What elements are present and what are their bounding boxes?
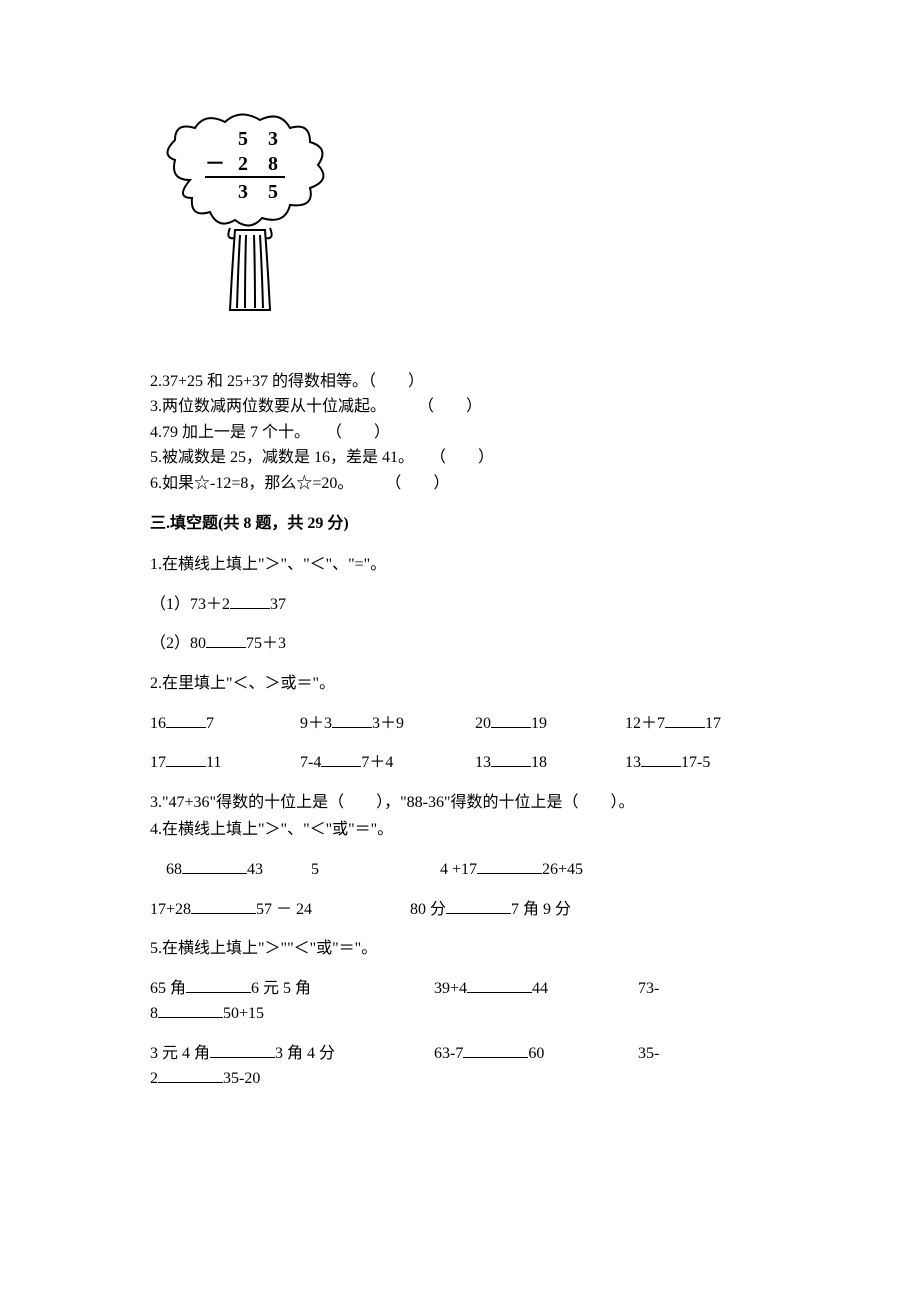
q2-cell: 12＋717: [625, 711, 721, 737]
q2-cell: 1317-5: [625, 750, 710, 776]
fill-blank[interactable]: [463, 1042, 528, 1058]
q5-cell: 3 元 4 角3 角 4 分: [150, 1041, 430, 1067]
fill-blank[interactable]: [477, 858, 542, 874]
q1-sub1-post: 37: [270, 596, 286, 613]
svg-text:8: 8: [268, 153, 278, 175]
svg-text:2: 2: [238, 153, 248, 175]
q4-cell: 4 +1726+45: [440, 857, 583, 883]
q2-row2: 1711 7-47＋4 1318 1317-5: [150, 750, 780, 776]
question-5-stem: 5.在横线上填上"＞""＜"或"＝"。: [150, 936, 780, 962]
q5-row1b: 850+15: [150, 1001, 780, 1027]
fill-blank[interactable]: [230, 593, 270, 609]
question-3: 3."47+36"得数的十位上是（ ），"88-36"得数的十位上是（ ）。: [150, 790, 780, 816]
q2-row1: 167 9＋33＋9 2019 12＋717: [150, 711, 780, 737]
q1-sub2-post: 75＋3: [246, 635, 286, 652]
q4-cell: 6843 5: [150, 857, 440, 883]
math-top-row: 5: [238, 128, 248, 150]
question-2-stem: 2.在里填上"＜、＞或＝"。: [150, 671, 780, 697]
fill-blank[interactable]: [191, 897, 256, 913]
tf-item: 5.被减数是 25，减数是 16，差是 41。 （ ）: [150, 445, 780, 471]
fill-blank[interactable]: [641, 751, 681, 767]
tree-illustration: 5 3 － 2 8 3 5: [150, 110, 780, 329]
fill-blank[interactable]: [491, 711, 531, 727]
svg-text:3: 3: [268, 128, 278, 150]
q5-cell: 63-760: [434, 1041, 634, 1067]
q5-row2: 3 元 4 角3 角 4 分 63-760 35-: [150, 1041, 780, 1067]
tf-item: 6.如果☆-12=8，那么☆=20。 （ ）: [150, 471, 780, 497]
fill-blank[interactable]: [665, 711, 705, 727]
fill-blank[interactable]: [467, 977, 532, 993]
question-1-sub2: （2）80 75＋3: [150, 631, 780, 657]
q2-cell: 9＋33＋9: [300, 711, 475, 737]
q5-row1: 65 角6 元 5 角 39+444 73-: [150, 976, 780, 1002]
svg-text:－: －: [205, 153, 225, 175]
tf-item: 2.37+25 和 25+37 的得数相等。（ ）: [150, 369, 780, 395]
tf-item: 4.79 加上一是 7 个十。 （ ）: [150, 420, 780, 446]
question-4-stem: 4.在横线上填上"＞"、"＜"或"＝"。: [150, 817, 780, 843]
fill-blank[interactable]: [186, 977, 251, 993]
fill-blank[interactable]: [158, 1067, 223, 1083]
worksheet-page: 5 3 － 2 8 3 5 2.37+25 和 25+37 的得数相等。（ ） …: [0, 0, 920, 1302]
true-false-list: 2.37+25 和 25+37 的得数相等。（ ） 3.两位数减两位数要从十位减…: [150, 369, 780, 497]
fill-blank[interactable]: [166, 711, 206, 727]
q4-cell: 17+2857 － 24: [150, 897, 410, 923]
q2-cell: 7-47＋4: [300, 750, 475, 776]
fill-blank[interactable]: [206, 632, 246, 648]
q5-cell: 39+444: [434, 976, 634, 1002]
fill-blank[interactable]: [166, 751, 206, 767]
fill-blank[interactable]: [158, 1002, 223, 1018]
question-1-stem: 1.在横线上填上"＞"、"＜"、"="。: [150, 552, 780, 578]
q2-cell: 1711: [150, 750, 300, 776]
q1-sub2-pre: （2）80: [150, 635, 206, 652]
svg-text:3: 3: [238, 181, 248, 203]
fill-blank[interactable]: [332, 711, 372, 727]
q4-cell: 80 分7 角 9 分: [410, 897, 571, 923]
q2-cell: 167: [150, 711, 300, 737]
fill-blank[interactable]: [182, 858, 247, 874]
q5-row2b: 235-20: [150, 1066, 780, 1092]
q5-cell: 65 角6 元 5 角: [150, 976, 430, 1002]
fill-blank[interactable]: [446, 897, 511, 913]
q5-cell: 35-: [638, 1041, 659, 1067]
q2-cell: 2019: [475, 711, 625, 737]
q5-cell: 73-: [638, 976, 659, 1002]
svg-text:5: 5: [268, 181, 278, 203]
section-title-3: 三.填空题(共 8 题，共 29 分): [150, 511, 780, 537]
fill-blank[interactable]: [491, 751, 531, 767]
q4-row1: 6843 5 4 +1726+45: [150, 857, 780, 883]
q4-row2: 17+2857 － 24 80 分7 角 9 分: [150, 897, 780, 923]
q2-cell: 1318: [475, 750, 625, 776]
q1-sub1-pre: （1）73＋2: [150, 596, 230, 613]
tf-item: 3.两位数减两位数要从十位减起。 （ ）: [150, 394, 780, 420]
question-1-sub1: （1）73＋2 37: [150, 592, 780, 618]
fill-blank[interactable]: [321, 751, 361, 767]
fill-blank[interactable]: [210, 1042, 275, 1058]
